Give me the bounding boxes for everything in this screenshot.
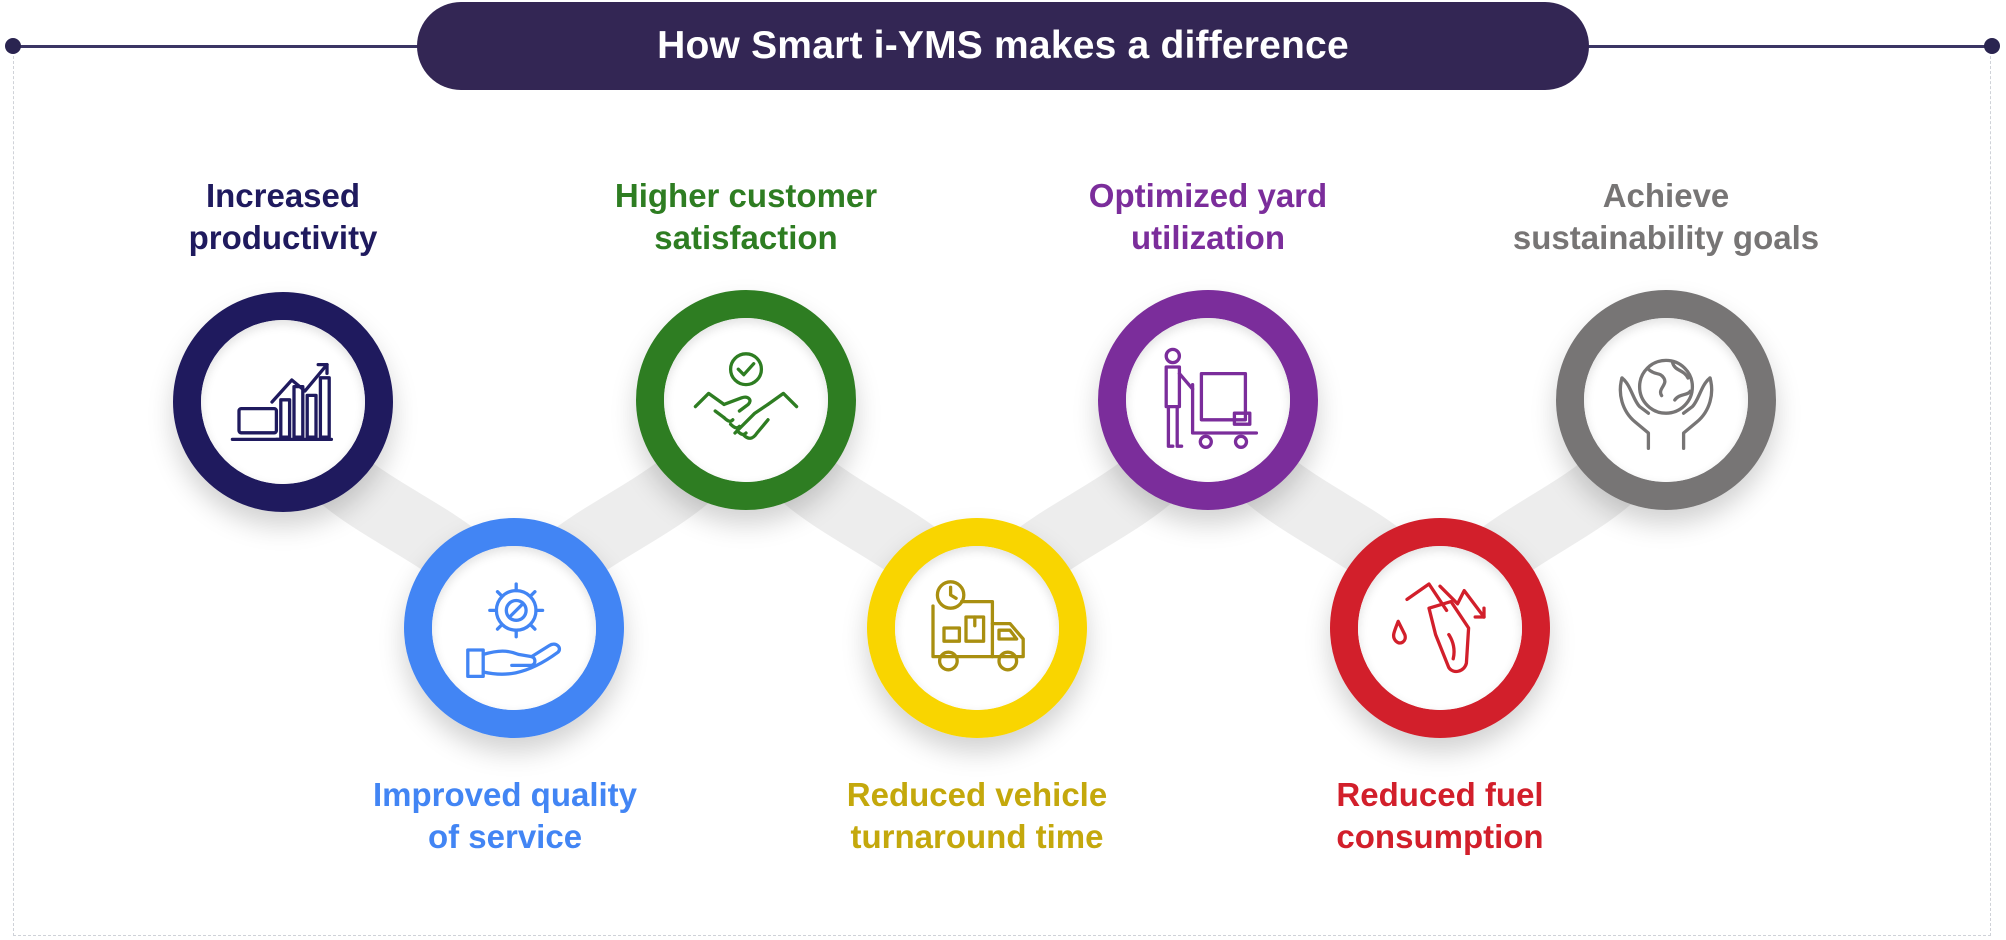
label-line-1: Reduced fuel: [1336, 776, 1544, 813]
benefit-label-quality: Improved quality of service: [315, 774, 695, 858]
label-line-2: productivity: [188, 219, 378, 256]
title-banner: How Smart i-YMS makes a difference: [417, 2, 1589, 90]
benefit-ring-productivity: [173, 292, 393, 512]
fuel-nozzle-down-icon: [1391, 582, 1486, 674]
benefit-label-sustainability: Achieve sustainability goals: [1476, 175, 1856, 259]
benefit-label-yard: Optimized yard utilization: [1018, 175, 1398, 259]
label-line-2: sustainability goals: [1512, 219, 1820, 256]
handshake-check-icon: [693, 352, 799, 440]
delivery-truck-clock-icon: [931, 580, 1025, 672]
benefit-label-turnaround: Reduced vehicle turnaround time: [787, 774, 1167, 858]
benefit-label-productivity: Increased productivity: [93, 175, 473, 259]
label-line-1: Achieve: [1602, 177, 1730, 214]
hands-globe-icon: [1618, 358, 1714, 451]
label-line-1: Improved quality: [372, 776, 638, 813]
label-line-2: turnaround time: [850, 818, 1104, 855]
header-dot-right: [1984, 38, 2000, 54]
benefit-ring-yard: [1098, 290, 1318, 510]
gear-hand-icon: [466, 582, 562, 679]
label-line-2: utilization: [1131, 219, 1285, 256]
chart-laptop-icon: [230, 362, 334, 442]
label-line-2: satisfaction: [654, 219, 838, 256]
benefit-ring-fuel: [1330, 518, 1550, 738]
benefit-label-satisfaction: Higher customer satisfaction: [556, 175, 936, 259]
header-line-left: [14, 45, 434, 48]
benefit-ring-sustainability: [1556, 290, 1776, 510]
person-trolley-icon: [1164, 347, 1259, 449]
header-line-right: [1580, 45, 1990, 48]
benefit-ring-turnaround: [867, 518, 1087, 738]
label-line-1: Reduced vehicle: [846, 776, 1108, 813]
benefit-ring-satisfaction: [636, 290, 856, 510]
header-dot-left: [5, 38, 21, 54]
benefit-label-fuel: Reduced fuel consumption: [1250, 774, 1630, 858]
label-line-1: Increased: [205, 177, 361, 214]
label-line-2: consumption: [1336, 818, 1544, 855]
label-line-2: of service: [427, 818, 583, 855]
page-title: How Smart i-YMS makes a difference: [657, 24, 1349, 67]
label-line-1: Optimized yard: [1088, 177, 1328, 214]
label-line-1: Higher customer: [614, 177, 878, 214]
benefit-ring-quality: [404, 518, 624, 738]
